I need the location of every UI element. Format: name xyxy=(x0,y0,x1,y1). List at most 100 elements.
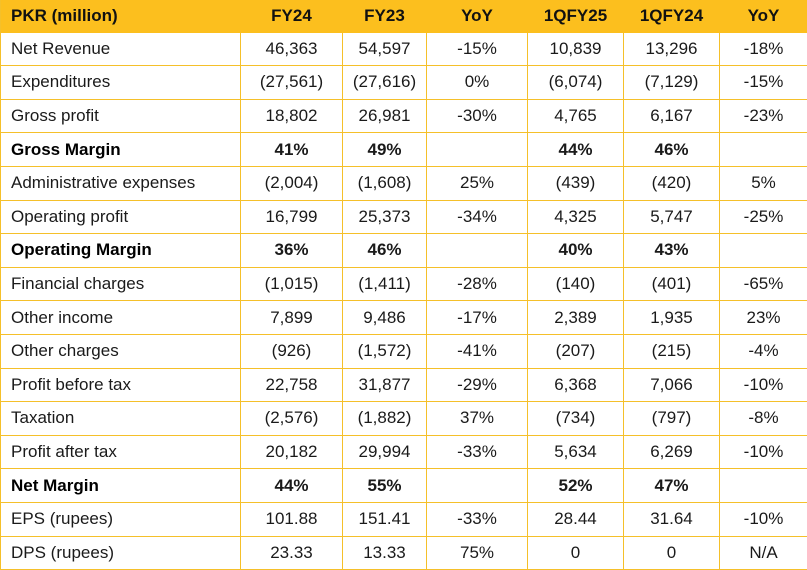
row-label: Financial charges xyxy=(1,267,241,301)
cell-q1fy25: (207) xyxy=(528,334,624,368)
cell-q1fy25: (140) xyxy=(528,267,624,301)
header-1qfy24: 1QFY24 xyxy=(624,0,720,33)
row-label: Taxation xyxy=(1,402,241,436)
cell-yoy-quarter: -4% xyxy=(720,334,807,368)
cell-fy24: 36% xyxy=(241,234,343,268)
cell-yoy-quarter: 23% xyxy=(720,301,807,335)
cell-q1fy24: 0 xyxy=(624,536,720,570)
cell-yoy-annual: -29% xyxy=(427,368,528,402)
cell-yoy-quarter: -10% xyxy=(720,368,807,402)
cell-yoy-annual: 75% xyxy=(427,536,528,570)
row-label: Other charges xyxy=(1,334,241,368)
cell-fy23: (1,882) xyxy=(343,402,427,436)
row-label: Administrative expenses xyxy=(1,166,241,200)
cell-fy24: 22,758 xyxy=(241,368,343,402)
cell-q1fy25: 44% xyxy=(528,133,624,167)
cell-fy24: (2,004) xyxy=(241,166,343,200)
cell-q1fy25: (439) xyxy=(528,166,624,200)
cell-fy24: 41% xyxy=(241,133,343,167)
cell-fy24: (2,576) xyxy=(241,402,343,436)
header-1qfy25: 1QFY25 xyxy=(528,0,624,33)
cell-yoy-quarter: -10% xyxy=(720,502,807,536)
cell-q1fy25: 2,389 xyxy=(528,301,624,335)
cell-yoy-quarter: -23% xyxy=(720,99,807,133)
cell-fy23: (1,608) xyxy=(343,166,427,200)
cell-yoy-annual: 25% xyxy=(427,166,528,200)
cell-yoy-annual: -17% xyxy=(427,301,528,335)
table-row: Administrative expenses(2,004)(1,608)25%… xyxy=(1,166,807,200)
cell-yoy-annual: 0% xyxy=(427,66,528,100)
cell-q1fy25: (6,074) xyxy=(528,66,624,100)
header-yoy-annual: YoY xyxy=(427,0,528,33)
cell-q1fy24: 6,269 xyxy=(624,435,720,469)
cell-q1fy24: 46% xyxy=(624,133,720,167)
cell-fy23: 49% xyxy=(343,133,427,167)
cell-q1fy24: (215) xyxy=(624,334,720,368)
cell-yoy-quarter: -10% xyxy=(720,435,807,469)
cell-q1fy24: 5,747 xyxy=(624,200,720,234)
cell-yoy-quarter: 5% xyxy=(720,166,807,200)
row-label: Profit after tax xyxy=(1,435,241,469)
cell-yoy-annual xyxy=(427,133,528,167)
cell-fy23: (27,616) xyxy=(343,66,427,100)
cell-fy23: 54,597 xyxy=(343,33,427,66)
cell-yoy-quarter: -25% xyxy=(720,200,807,234)
table-row: Other charges(926)(1,572)-41%(207)(215)-… xyxy=(1,334,807,368)
header-label: PKR (million) xyxy=(1,0,241,33)
cell-q1fy25: 6,368 xyxy=(528,368,624,402)
table-row: Financial charges(1,015)(1,411)-28%(140)… xyxy=(1,267,807,301)
cell-yoy-annual: -30% xyxy=(427,99,528,133)
cell-q1fy24: (401) xyxy=(624,267,720,301)
cell-yoy-annual: -33% xyxy=(427,502,528,536)
cell-fy23: 55% xyxy=(343,469,427,503)
cell-fy24: 18,802 xyxy=(241,99,343,133)
cell-q1fy25: 4,765 xyxy=(528,99,624,133)
cell-fy24: 46,363 xyxy=(241,33,343,66)
cell-q1fy24: (7,129) xyxy=(624,66,720,100)
cell-q1fy25: (734) xyxy=(528,402,624,436)
cell-fy24: 44% xyxy=(241,469,343,503)
header-yoy-quarter: YoY xyxy=(720,0,807,33)
row-label: Profit before tax xyxy=(1,368,241,402)
cell-yoy-annual xyxy=(427,469,528,503)
row-label: EPS (rupees) xyxy=(1,502,241,536)
row-label: Expenditures xyxy=(1,66,241,100)
cell-fy24: 7,899 xyxy=(241,301,343,335)
cell-yoy-annual xyxy=(427,234,528,268)
cell-fy24: 20,182 xyxy=(241,435,343,469)
cell-yoy-quarter xyxy=(720,133,807,167)
cell-q1fy25: 28.44 xyxy=(528,502,624,536)
row-label: Net Margin xyxy=(1,469,241,503)
cell-yoy-quarter: -8% xyxy=(720,402,807,436)
cell-q1fy24: 13,296 xyxy=(624,33,720,66)
cell-fy23: (1,411) xyxy=(343,267,427,301)
row-label: Net Revenue xyxy=(1,33,241,66)
cell-q1fy25: 40% xyxy=(528,234,624,268)
row-label: Operating profit xyxy=(1,200,241,234)
table-header-row: PKR (million) FY24 FY23 YoY 1QFY25 1QFY2… xyxy=(1,0,807,33)
cell-fy24: (1,015) xyxy=(241,267,343,301)
cell-yoy-annual: -41% xyxy=(427,334,528,368)
cell-yoy-annual: -34% xyxy=(427,200,528,234)
cell-fy24: (27,561) xyxy=(241,66,343,100)
cell-yoy-quarter: -15% xyxy=(720,66,807,100)
cell-fy23: 13.33 xyxy=(343,536,427,570)
table-row: Expenditures(27,561)(27,616)0%(6,074)(7,… xyxy=(1,66,807,100)
cell-q1fy25: 52% xyxy=(528,469,624,503)
cell-yoy-annual: -33% xyxy=(427,435,528,469)
cell-fy24: (926) xyxy=(241,334,343,368)
row-label: Gross Margin xyxy=(1,133,241,167)
cell-yoy-annual: 37% xyxy=(427,402,528,436)
cell-q1fy24: (420) xyxy=(624,166,720,200)
cell-fy23: 29,994 xyxy=(343,435,427,469)
financial-results-table: PKR (million) FY24 FY23 YoY 1QFY25 1QFY2… xyxy=(0,0,807,570)
row-label: DPS (rupees) xyxy=(1,536,241,570)
row-label: Other income xyxy=(1,301,241,335)
cell-yoy-quarter: N/A xyxy=(720,536,807,570)
